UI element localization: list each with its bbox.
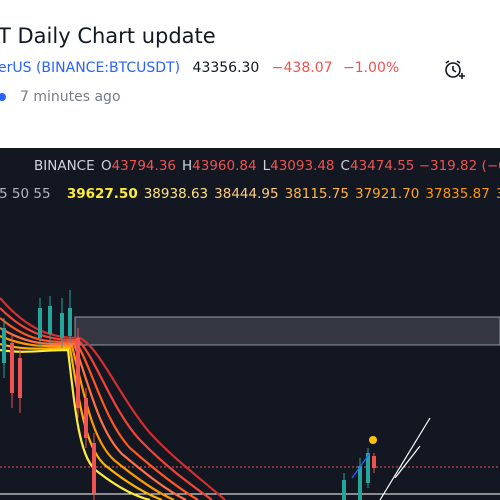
indicator-value: 38444.95 xyxy=(214,186,279,202)
ohlc-value: 43474.55 xyxy=(349,158,415,174)
price: 43356.30 xyxy=(192,60,260,76)
chart-graphics xyxy=(0,290,500,500)
change-pct: −1.00% xyxy=(342,60,400,76)
indicator-value: 37921.70 xyxy=(354,186,420,202)
alert-icon[interactable] xyxy=(442,58,466,82)
projection-line xyxy=(379,417,431,500)
indicator-params: 5 50 55 xyxy=(0,186,51,202)
ohlc-label: H xyxy=(182,158,193,174)
time: 7 minutes ago xyxy=(20,89,121,105)
symbol[interactable]: (BINANCE:BTCUSDT) xyxy=(35,60,181,76)
status-dot xyxy=(0,93,6,101)
trend-line xyxy=(351,452,371,479)
ohlc-value: 43960.84 xyxy=(192,158,257,174)
exchange: BINANCE xyxy=(34,158,95,174)
indicator-value: 38938.63 xyxy=(143,186,209,202)
author[interactable]: erUS xyxy=(0,60,32,76)
indicator-value: 378 xyxy=(496,186,500,202)
idea-title[interactable]: T Daily Chart update xyxy=(0,24,216,48)
ohlc-value: 43093.48 xyxy=(270,158,335,174)
chart-area xyxy=(0,148,500,500)
indicator-value: 38115.75 xyxy=(284,186,349,202)
indicator-value: 37835.87 xyxy=(425,186,490,202)
ohlc-value: 43794.36 xyxy=(111,158,176,174)
ohlc-row: BINANCE O43794.36 H43960.84 L43093.48 C4347… xyxy=(34,158,500,174)
projection-line xyxy=(394,445,421,479)
ohlc-label: L xyxy=(262,158,271,174)
symbol-row: erUS (BINANCE:BTCUSDT) 43356.30 −438.07 … xyxy=(0,60,399,76)
change: −438.07 xyxy=(271,60,333,76)
signal-dot xyxy=(369,436,377,444)
ribbon xyxy=(0,297,226,500)
indicator-row: 5 50 55 39627.50 38938.63 38444.95 38115.75… xyxy=(0,186,500,202)
time-row: 7 minutes ago xyxy=(0,89,121,105)
indicator-value: 39627.50 xyxy=(66,186,138,202)
ohlc-label: O xyxy=(100,158,112,174)
zone-box xyxy=(74,316,500,346)
candles xyxy=(2,290,376,500)
ohlc-change: −319.82 (−0. xyxy=(418,158,500,174)
ohlc-label: C xyxy=(340,158,350,174)
